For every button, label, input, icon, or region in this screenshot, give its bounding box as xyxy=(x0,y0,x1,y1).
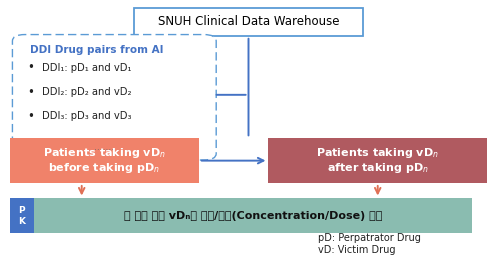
Text: Patients taking vD$_n$: Patients taking vD$_n$ xyxy=(43,146,166,161)
FancyBboxPatch shape xyxy=(10,138,199,183)
Text: K: K xyxy=(18,217,25,226)
Text: P: P xyxy=(18,206,25,215)
FancyBboxPatch shape xyxy=(268,138,487,183)
FancyBboxPatch shape xyxy=(12,35,216,160)
FancyBboxPatch shape xyxy=(10,198,472,233)
Text: Patients taking vD$_n$: Patients taking vD$_n$ xyxy=(316,146,439,161)
Text: pD: Perpatrator Drug
vD: Victim Drug: pD: Perpatrator Drug vD: Victim Drug xyxy=(318,233,421,255)
Text: after taking pD$_n$: after taking pD$_n$ xyxy=(327,161,429,175)
Text: •: • xyxy=(27,61,34,74)
Text: DDI₃: pD₃ and vD₃: DDI₃: pD₃ and vD₃ xyxy=(42,111,132,122)
Text: SNUH Clinical Data Warehouse: SNUH Clinical Data Warehouse xyxy=(158,15,339,28)
Text: •: • xyxy=(27,110,34,123)
Text: before taking pD$_n$: before taking pD$_n$ xyxy=(48,161,161,175)
FancyBboxPatch shape xyxy=(10,198,34,233)
Text: DDI₂: pD₂ and vD₂: DDI₂: pD₂ and vD₂ xyxy=(42,87,132,97)
FancyBboxPatch shape xyxy=(134,8,363,36)
Text: .......: ....... xyxy=(94,143,114,152)
Text: DDI Drug pairs from AI: DDI Drug pairs from AI xyxy=(30,45,164,55)
Text: •: • xyxy=(27,86,34,99)
Text: 두 시기 간의 vDₙ의 농도/용량(Concentration/Dose) 차이: 두 시기 간의 vDₙ의 농도/용량(Concentration/Dose) 차… xyxy=(124,211,382,221)
Text: DDI₁: pD₁ and vD₁: DDI₁: pD₁ and vD₁ xyxy=(42,63,132,73)
